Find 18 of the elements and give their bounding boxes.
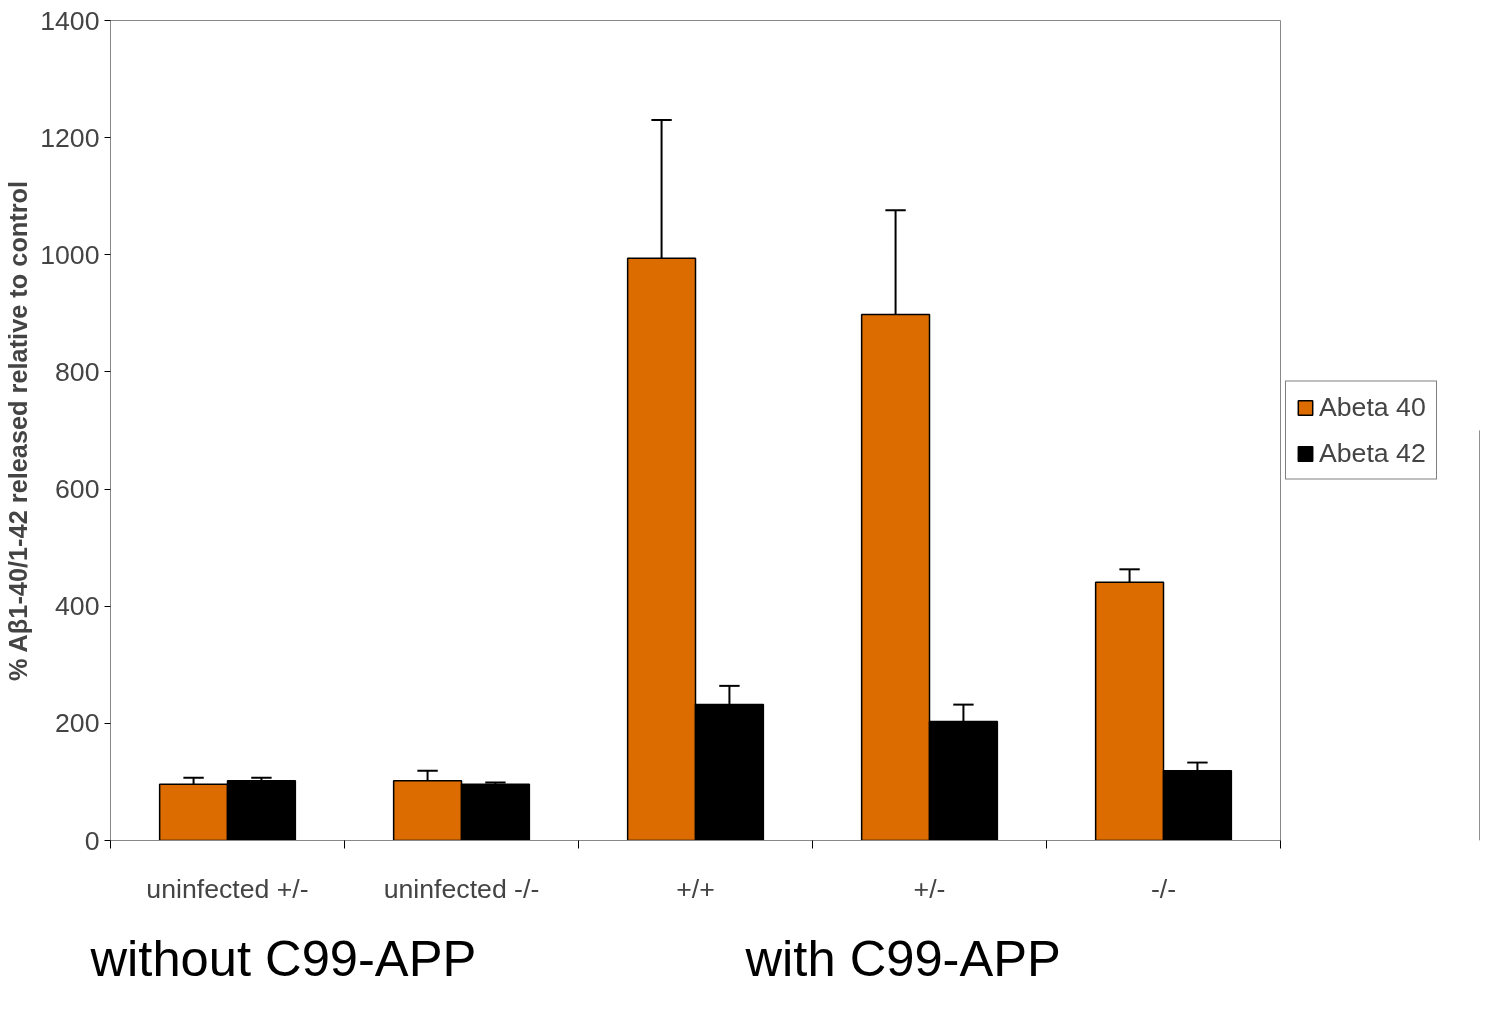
y-axis-title: % Aβ1-40/1-42 released relative to control [4, 180, 33, 682]
text: without C99-APP [89, 929, 477, 987]
text: with C99-APP [744, 929, 1061, 987]
y-tick-label: 1000 [40, 239, 100, 270]
y-tick-label: 800 [55, 356, 100, 387]
y-tick-label: 0 [84, 825, 100, 856]
x-tick-label: uninfected -/- [383, 873, 540, 904]
y-tick-label: 1200 [40, 122, 100, 153]
x-tick-label: -/- [1150, 873, 1177, 904]
legend-label: Abeta 42 [1319, 437, 1426, 469]
x-tick-label: uninfected +/- [146, 873, 309, 904]
y-tick-label: 1400 [40, 5, 100, 36]
legend-label: Abeta 40 [1319, 391, 1426, 423]
x-tick-label: +/- [913, 873, 946, 904]
y-tick-label: 400 [55, 591, 100, 622]
y-tick-label: 600 [55, 474, 100, 505]
x-tick-label: +/+ [676, 873, 715, 904]
y-tick-label: 200 [55, 708, 100, 739]
